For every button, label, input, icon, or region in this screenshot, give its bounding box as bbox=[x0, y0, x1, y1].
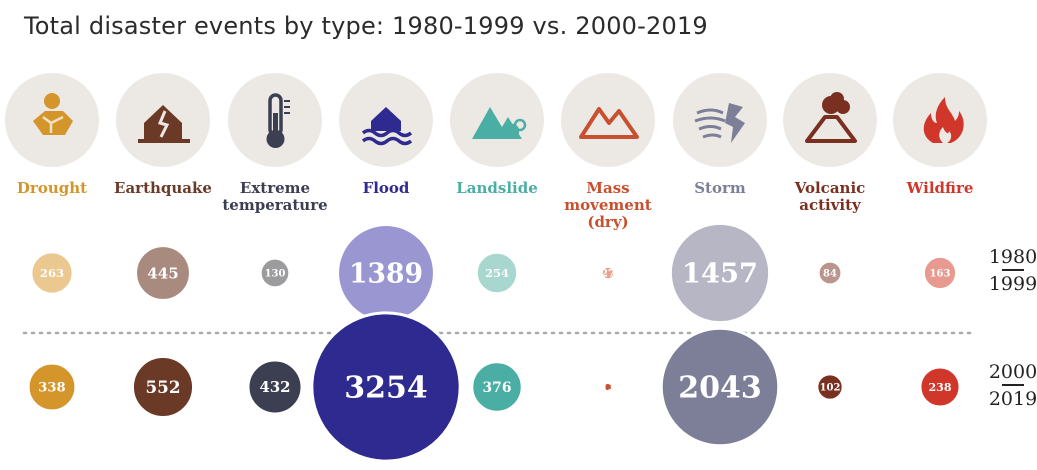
bubble-extreme-1980-1999: 130 bbox=[258, 256, 292, 290]
bubble-value-label: 27 bbox=[601, 269, 615, 280]
bubble-value-label: 263 bbox=[40, 266, 64, 280]
bubble-value-label: 3254 bbox=[344, 371, 428, 406]
bubble-circle bbox=[659, 326, 781, 448]
category-label-volcanic: Volcanic activity bbox=[765, 180, 895, 214]
period-label-2000-2019: 2000 2019 bbox=[988, 361, 1037, 410]
category-label-wildfire: Wildfire bbox=[875, 180, 1005, 197]
bubble-value-label: 102 bbox=[820, 383, 841, 394]
bubble-mass-2000-2019: 13 bbox=[601, 380, 615, 394]
bubble-circle bbox=[26, 361, 78, 413]
bubble-circle bbox=[130, 354, 196, 420]
bubble-value-label: 1457 bbox=[682, 258, 758, 290]
bubble-circle bbox=[816, 259, 844, 287]
bubble-value-label: 338 bbox=[38, 381, 65, 396]
bubble-circle bbox=[470, 360, 524, 414]
mass-movement-icon bbox=[561, 73, 655, 167]
category-label-extreme: Extreme temperature bbox=[210, 180, 340, 214]
bubble-circle bbox=[815, 372, 845, 402]
bubble-circle bbox=[601, 380, 615, 394]
bubble-value-label: 84 bbox=[823, 269, 837, 280]
volcano-icon bbox=[783, 73, 877, 167]
bubble-circle bbox=[918, 365, 962, 409]
category-label-line: Flood bbox=[362, 179, 410, 197]
category-label-storm: Storm bbox=[655, 180, 785, 197]
bubble-drought-1980-1999: 263 bbox=[29, 250, 75, 296]
bubble-value-label: 13 bbox=[601, 383, 615, 394]
bubble-earthquake-2000-2019: 552 bbox=[130, 354, 196, 420]
bubble-value-label: 238 bbox=[929, 381, 952, 394]
bubble-circle bbox=[258, 256, 292, 290]
flood-icon bbox=[339, 73, 433, 167]
bubble-wildfire-1980-1999: 163 bbox=[921, 254, 959, 292]
bubble-circle bbox=[134, 244, 192, 302]
bubble-value-label: 445 bbox=[147, 264, 178, 282]
bubble-wildfire-2000-2019: 238 bbox=[918, 365, 962, 409]
category-label-line: Wildfire bbox=[906, 179, 974, 197]
category-label-earthquake: Earthquake bbox=[98, 180, 228, 197]
bubble-circle bbox=[599, 264, 617, 282]
bubble-earthquake-1980-1999: 445 bbox=[134, 244, 192, 302]
category-label-mass: Mass movement (dry) bbox=[543, 180, 673, 231]
category-label-line: Earthquake bbox=[114, 179, 212, 197]
category-label-line: Drought bbox=[16, 179, 88, 197]
bubble-circle bbox=[310, 311, 462, 463]
bubble-volcanic-1980-1999: 84 bbox=[816, 259, 844, 287]
category-label-line: Landslide bbox=[456, 179, 538, 197]
bubble-drought-2000-2019: 338 bbox=[26, 361, 78, 413]
category-label-line: movement bbox=[564, 196, 652, 214]
category-label-line: (dry) bbox=[587, 213, 629, 231]
bubble-volcanic-2000-2019: 102 bbox=[815, 372, 845, 402]
bubble-circle bbox=[668, 221, 772, 325]
bubble-landslide-1980-1999: 254 bbox=[474, 250, 520, 296]
category-label-line: Mass bbox=[586, 179, 630, 197]
bubble-value-label: 130 bbox=[265, 269, 286, 280]
bubble-storm-2000-2019: 2043 bbox=[659, 326, 781, 448]
bubble-value-label: 552 bbox=[145, 377, 180, 397]
category-label-drought: Drought bbox=[0, 180, 117, 197]
bubble-storm-1980-1999: 1457 bbox=[668, 221, 772, 325]
category-label-line: Storm bbox=[694, 179, 746, 197]
category-label-line: activity bbox=[799, 196, 861, 214]
bubble-value-label: 1389 bbox=[349, 258, 423, 289]
category-label-line: Extreme bbox=[239, 179, 311, 197]
category-label-flood: Flood bbox=[321, 180, 451, 197]
category-label-line: temperature bbox=[222, 196, 328, 214]
bubble-circle bbox=[921, 254, 959, 292]
storm-icon bbox=[673, 73, 767, 167]
bubble-value-label: 163 bbox=[930, 269, 951, 280]
bubble-flood-1980-1999: 1389 bbox=[336, 223, 436, 323]
bubble-value-label: 376 bbox=[483, 380, 512, 396]
bubble-value-label: 2043 bbox=[678, 371, 762, 406]
bubble-circle bbox=[29, 250, 75, 296]
bubble-value-label: 254 bbox=[485, 266, 509, 280]
bubble-extreme-2000-2019: 432 bbox=[246, 358, 304, 416]
bubble-mass-1980-1999: 27 bbox=[599, 264, 617, 282]
bubble-landslide-2000-2019: 376 bbox=[470, 360, 524, 414]
earthquake-icon bbox=[116, 73, 210, 167]
bubble-circle bbox=[474, 250, 520, 296]
chart-title: Total disaster events by type: 1980-1999… bbox=[24, 12, 708, 40]
bubble-flood-2000-2019: 3254 bbox=[310, 311, 462, 463]
drought-icon bbox=[5, 73, 99, 167]
bubble-circle bbox=[246, 358, 304, 416]
period-label-1980-1999: 1980 1999 bbox=[988, 246, 1037, 295]
landslide-icon bbox=[450, 73, 544, 167]
bubble-value-label: 432 bbox=[259, 378, 290, 396]
category-label-line: Volcanic bbox=[794, 179, 866, 197]
thermometer-icon bbox=[228, 73, 322, 167]
category-label-landslide: Landslide bbox=[432, 180, 562, 197]
wildfire-icon bbox=[893, 73, 987, 167]
